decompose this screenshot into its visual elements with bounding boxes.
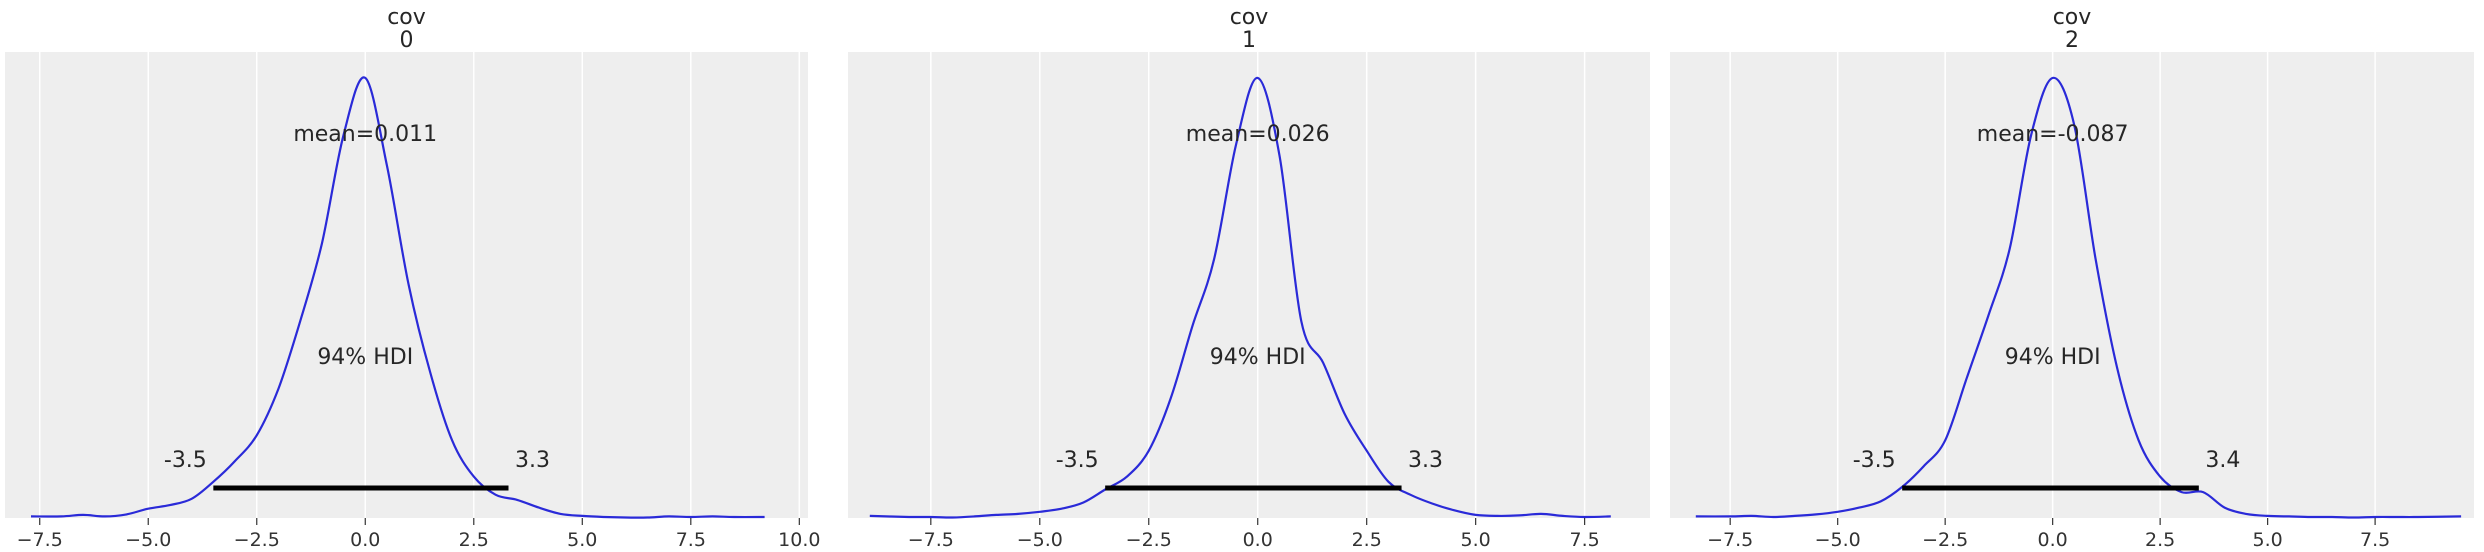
hdi-low-label: -3.5	[1056, 448, 1099, 473]
density-curve	[869, 76, 1611, 519]
plot-area	[848, 52, 1650, 518]
mean-label: mean=-0.087	[1977, 122, 2129, 147]
x-tick-label: −2.5	[234, 529, 280, 551]
panel-title-line2: 1	[1242, 28, 1256, 53]
x-tick-label: −7.5	[17, 529, 63, 551]
x-tick-label: 0.0	[350, 529, 380, 551]
x-tick-label: −2.5	[1922, 529, 1968, 551]
x-tick-label: 7.5	[1570, 529, 1600, 551]
x-tick-label: 5.0	[1461, 529, 1491, 551]
panel-title-line2: 0	[400, 28, 414, 53]
x-axis: −7.5 −5.0 −2.5 0.0 2.5 5.0 7.5	[908, 518, 1600, 551]
hdi-low-label: -3.5	[164, 448, 207, 473]
x-tick-label: −5.0	[1815, 529, 1861, 551]
plot-area	[5, 52, 808, 518]
grid-lines	[38, 52, 801, 518]
x-tick-label: 7.5	[676, 529, 706, 551]
mean-label: mean=0.026	[1186, 122, 1330, 147]
x-tick-label: 0.0	[1243, 529, 1273, 551]
panel-cov-0: −7.5 −5.0 −2.5 0.0 2.5 5.0 7.5 10.0 cov 0 mean=…	[5, 5, 820, 551]
hdi-high-label: 3.4	[2205, 448, 2240, 473]
x-tick-label: 5.0	[2253, 529, 2283, 551]
x-tick-label: 10.0	[778, 529, 820, 551]
panel-cov-1: −7.5 −5.0 −2.5 0.0 2.5 5.0 7.5 cov 1 mean=0.02…	[848, 5, 1650, 551]
density-curve	[1695, 76, 2462, 519]
hdi-high-label: 3.3	[515, 448, 550, 473]
x-tick-label: 7.5	[2360, 529, 2390, 551]
x-tick-label: 0.0	[2038, 529, 2068, 551]
mean-label: mean=0.011	[293, 122, 437, 147]
hdi-label: 94% HDI	[1210, 345, 1306, 370]
x-tick-label: −5.0	[1017, 529, 1063, 551]
panel-title-line1: cov	[387, 5, 426, 30]
x-axis: −7.5 −5.0 −2.5 0.0 2.5 5.0 7.5 10.0	[17, 518, 820, 551]
hdi-high-label: 3.3	[1408, 448, 1443, 473]
density-curve	[30, 76, 765, 519]
x-tick-label: 2.5	[459, 529, 489, 551]
x-tick-label: −7.5	[908, 529, 954, 551]
x-tick-label: −7.5	[1707, 529, 1753, 551]
plot-area	[1670, 52, 2474, 518]
hdi-low-label: -3.5	[1853, 448, 1896, 473]
hdi-label: 94% HDI	[317, 345, 413, 370]
x-tick-label: 2.5	[2145, 529, 2175, 551]
x-tick-label: 2.5	[1352, 529, 1382, 551]
hdi-label: 94% HDI	[2005, 345, 2101, 370]
panel-title-line1: cov	[1230, 5, 1269, 30]
x-axis: −7.5 −5.0 −2.5 0.0 2.5 5.0 7.5	[1707, 518, 2390, 551]
x-tick-label: −2.5	[1126, 529, 1172, 551]
panel-title-line2: 2	[2065, 28, 2079, 53]
panel-cov-2: −7.5 −5.0 −2.5 0.0 2.5 5.0 7.5 cov 2 mean=-0.0…	[1670, 5, 2474, 551]
grid-lines	[930, 52, 1586, 518]
x-tick-label: −5.0	[125, 529, 171, 551]
panel-title-line1: cov	[2053, 5, 2092, 30]
x-tick-label: 5.0	[567, 529, 597, 551]
